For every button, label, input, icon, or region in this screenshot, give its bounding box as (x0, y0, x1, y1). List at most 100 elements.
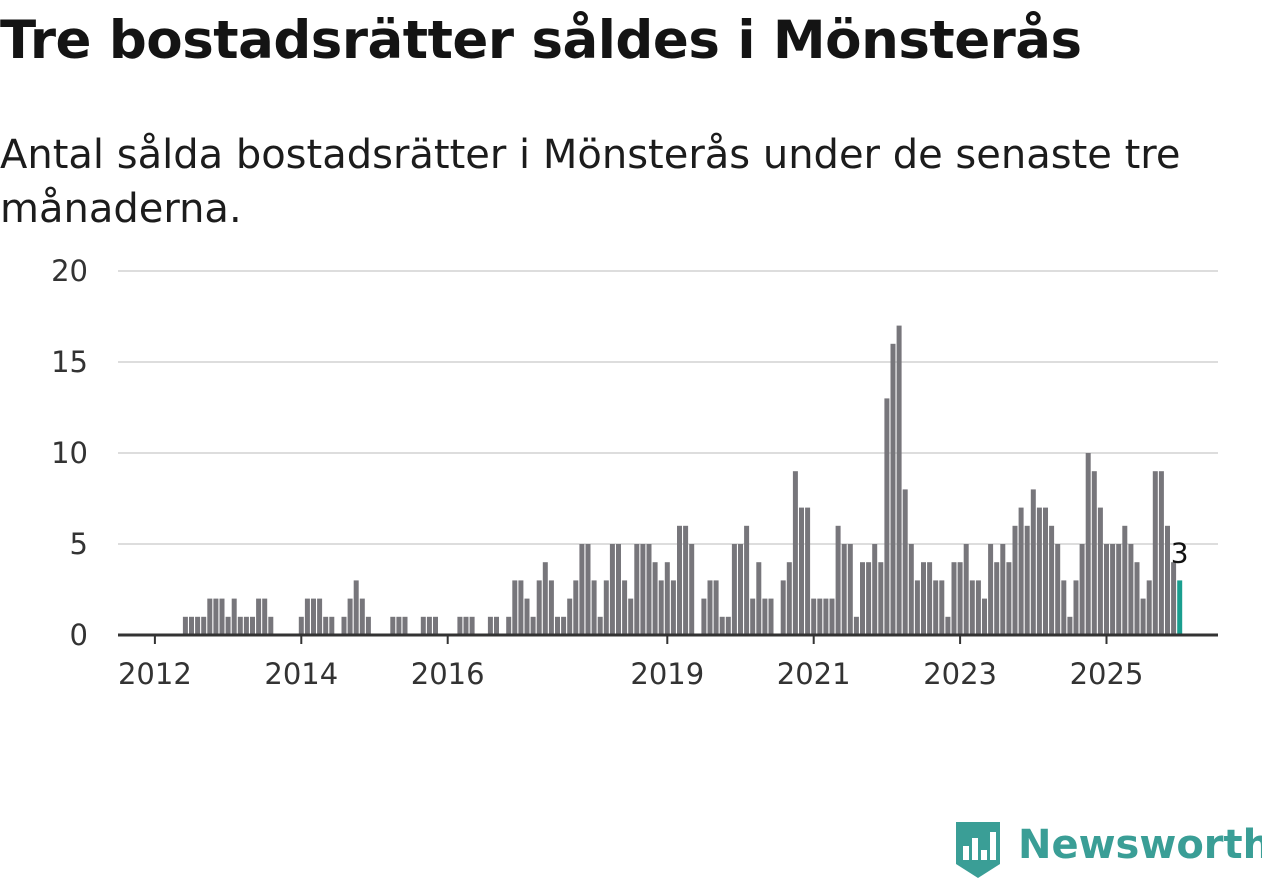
bar (835, 525, 841, 635)
bar (1030, 489, 1036, 635)
bar (250, 616, 255, 635)
bar (1049, 525, 1055, 635)
bar (872, 544, 878, 635)
bar (524, 598, 530, 635)
bar (1116, 544, 1122, 635)
bar (231, 598, 237, 635)
bar (994, 562, 1000, 635)
bar (860, 562, 865, 635)
bar (353, 580, 359, 635)
bar (536, 580, 542, 635)
bar (1055, 544, 1061, 635)
bar (195, 616, 201, 635)
bar (390, 616, 396, 635)
bar (652, 562, 658, 635)
bar (658, 580, 664, 635)
bar (341, 616, 347, 635)
bar-chart-badge-icon (956, 822, 1000, 878)
bar (847, 544, 853, 635)
bar (969, 580, 975, 635)
bar (365, 616, 371, 635)
bar (561, 616, 567, 635)
bar (567, 598, 573, 635)
bar (878, 562, 884, 635)
bar (237, 616, 243, 635)
bar (506, 616, 512, 635)
bar (616, 544, 621, 635)
bar (750, 598, 756, 635)
bar (756, 562, 762, 635)
bar (799, 507, 804, 635)
x-tick-label: 2016 (411, 657, 485, 691)
bar (640, 544, 646, 635)
bar (359, 598, 365, 635)
bar (591, 580, 597, 635)
bar (1165, 525, 1170, 635)
bar (1122, 525, 1128, 635)
bar (664, 562, 670, 635)
x-tick-label: 2025 (1070, 657, 1144, 691)
bar (1043, 507, 1048, 635)
bar (548, 580, 554, 635)
bar (1104, 544, 1109, 635)
bar (469, 616, 475, 635)
bar (823, 598, 829, 635)
bar (311, 598, 316, 635)
bar (1146, 580, 1152, 635)
bar (530, 616, 536, 635)
chart-subtitle: Antal sålda bostadsrätter i Mönsterås un… (0, 132, 1181, 232)
bar (518, 580, 524, 635)
bar (780, 580, 786, 635)
bar (957, 562, 963, 635)
bar (298, 616, 304, 635)
bar (628, 598, 634, 635)
bar (213, 598, 219, 635)
bar (426, 616, 432, 635)
bar (201, 616, 207, 635)
value-label: 3 (1171, 536, 1189, 569)
x-tick-label: 2012 (118, 657, 192, 691)
bar (933, 580, 939, 635)
bar (585, 544, 591, 635)
bar (786, 562, 792, 635)
bar (817, 598, 823, 635)
bar (738, 544, 743, 635)
bar (225, 616, 231, 635)
bar (908, 544, 914, 635)
bar (1152, 471, 1158, 635)
bar (622, 580, 628, 635)
bar (945, 616, 951, 635)
bar (396, 616, 402, 635)
bar (463, 616, 469, 635)
bar (896, 325, 902, 635)
highlight-bar (1177, 580, 1183, 635)
bar (683, 525, 689, 635)
bar (902, 489, 908, 635)
bar (347, 598, 353, 635)
bar (677, 525, 682, 635)
bar (829, 598, 835, 635)
bar (573, 580, 579, 635)
bar (646, 544, 652, 635)
bar (1171, 562, 1177, 635)
bar (433, 616, 438, 635)
bar (1018, 507, 1024, 635)
bar (939, 580, 945, 635)
bar (1158, 471, 1164, 635)
bar (1024, 525, 1030, 635)
bar (744, 525, 750, 635)
chart-title: Tre bostadsrätter såldes i Mönsterås (0, 10, 1082, 71)
bar (1012, 525, 1018, 635)
bar (420, 616, 426, 635)
bar (884, 398, 890, 635)
bar (609, 544, 615, 635)
y-tick-label: 10 (51, 436, 88, 470)
bar (988, 544, 994, 635)
bar (262, 598, 268, 635)
bar (921, 562, 926, 635)
bar (982, 598, 987, 635)
bar (811, 598, 817, 635)
bar (951, 562, 957, 635)
bar (853, 616, 859, 635)
bar (512, 580, 518, 635)
